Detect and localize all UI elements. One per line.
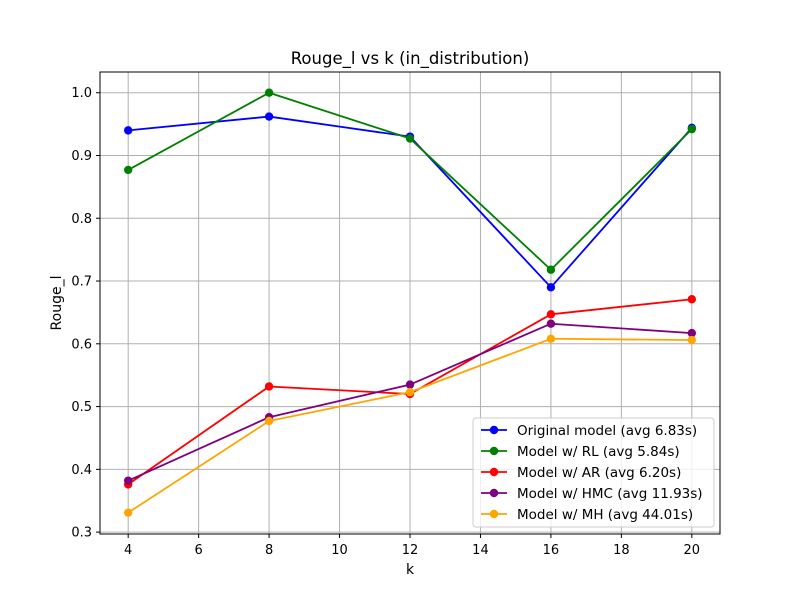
series-layer	[123, 88, 697, 517]
legend-swatch-marker	[489, 509, 499, 519]
data-point	[123, 165, 133, 175]
x-tick-label: 16	[543, 543, 560, 558]
data-point	[264, 88, 274, 97]
x-axis-label: k	[406, 562, 415, 578]
data-point	[687, 328, 697, 338]
y-tick-label: 0.5	[71, 400, 92, 415]
legend-swatch-marker	[489, 467, 499, 477]
data-point	[405, 387, 415, 397]
data-point	[546, 310, 556, 319]
x-tick-label: 20	[684, 543, 701, 558]
legend-item-3: Model w/ AR (avg 6.20s)	[481, 465, 681, 481]
y-tick-label: 0.9	[71, 149, 92, 164]
legend-label: Model w/ AR (avg 6.20s)	[517, 465, 681, 481]
legend-swatch-marker	[489, 488, 499, 498]
data-point	[405, 380, 415, 389]
data-point	[264, 416, 274, 426]
y-tick-label: 0.6	[71, 337, 92, 352]
data-point	[687, 335, 697, 345]
legend-item-2: Model w/ RL (avg 5.84s)	[481, 444, 680, 460]
data-point	[546, 334, 556, 343]
data-point	[264, 382, 274, 391]
x-tick-label: 4	[124, 543, 132, 558]
data-point	[123, 126, 133, 135]
legend-swatch-marker	[489, 425, 499, 435]
x-tick-label: 10	[331, 543, 348, 558]
legend-label: Model w/ HMC (avg 11.93s)	[517, 486, 703, 502]
y-axis-label: Rouge_l	[49, 276, 65, 331]
y-tick-label: 0.7	[71, 275, 92, 290]
data-point	[123, 508, 133, 517]
x-tick-label: 6	[194, 543, 202, 558]
y-tick-label: 0.8	[71, 212, 92, 227]
legend-label: Model w/ MH (avg 44.01s)	[517, 507, 693, 523]
data-point	[687, 295, 697, 304]
legend-item-4: Model w/ HMC (avg 11.93s)	[481, 486, 703, 502]
x-axis-ticks: 4 6 8 10 12 14 16 18 20	[124, 534, 700, 558]
x-tick-label: 18	[613, 543, 630, 558]
y-tick-label: 0.3	[71, 526, 92, 541]
legend-box	[472, 417, 715, 528]
legend: Original model (avg 6.83s) Model w/ RL (a…	[472, 417, 715, 528]
y-tick-label: 1.0	[71, 86, 92, 101]
data-point	[546, 319, 556, 328]
legend-label: Original model (avg 6.83s)	[517, 423, 697, 439]
data-point	[546, 283, 556, 292]
x-tick-label: 12	[402, 543, 419, 558]
y-axis-ticks: 0.3 0.4 0.5 0.6 0.7 0.8 0.9 1.0	[71, 86, 100, 541]
data-point	[123, 476, 133, 485]
data-point	[687, 124, 697, 134]
data-point	[264, 112, 274, 121]
data-point	[405, 134, 415, 143]
legend-label: Model w/ RL (avg 5.84s)	[517, 444, 680, 460]
y-tick-label: 0.4	[71, 463, 92, 478]
x-tick-label: 14	[472, 543, 489, 558]
legend-item-5: Model w/ MH (avg 44.01s)	[481, 507, 693, 523]
series-5	[123, 334, 697, 517]
legend-swatch-marker	[489, 446, 499, 456]
data-point	[546, 265, 556, 274]
legend-item-1: Original model (avg 6.83s)	[481, 423, 697, 439]
series-2	[123, 88, 697, 274]
chart-title: Rouge_l vs k (in_distribution)	[291, 49, 530, 69]
x-tick-label: 8	[265, 543, 273, 558]
